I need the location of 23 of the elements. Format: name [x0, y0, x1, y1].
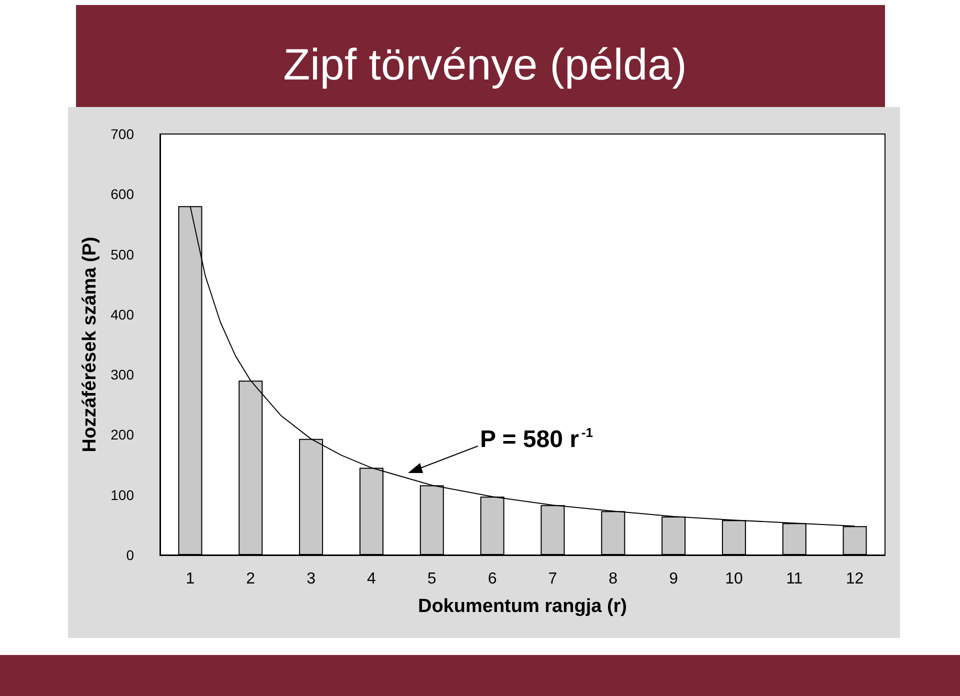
x-tick-label: 2: [246, 570, 256, 588]
x-tick-label: 11: [786, 570, 803, 588]
x-tick-label: 10: [725, 570, 743, 588]
x-tick-label: 3: [306, 570, 316, 588]
y-tick-label: 100: [110, 486, 134, 503]
y-tick-label: 300: [110, 366, 134, 383]
y-tick-label: 700: [110, 126, 134, 142]
y-tick-label: 500: [110, 246, 134, 262]
y-tick-label: 400: [110, 306, 134, 322]
y-tick-label: 600: [110, 186, 134, 202]
x-tick-label: 12: [846, 570, 864, 588]
y-tick-label: 200: [110, 426, 134, 443]
x-tick-label: 6: [488, 570, 497, 588]
x-tick-label: 9: [669, 570, 678, 588]
chart-title: Zipf törvénye (példa): [283, 40, 687, 90]
x-tick-label: 5: [427, 570, 436, 588]
x-tick-label: 7: [548, 570, 558, 588]
x-tick-label: 1: [186, 570, 195, 588]
x-axis-title: Dokumentum rangja (r): [418, 596, 628, 617]
y-axis-title: Hozzáférések száma (P): [80, 236, 101, 452]
x-tick-label: 8: [608, 570, 618, 588]
x-tick-label: 4: [367, 570, 376, 588]
y-tick-label: 0: [126, 547, 134, 563]
